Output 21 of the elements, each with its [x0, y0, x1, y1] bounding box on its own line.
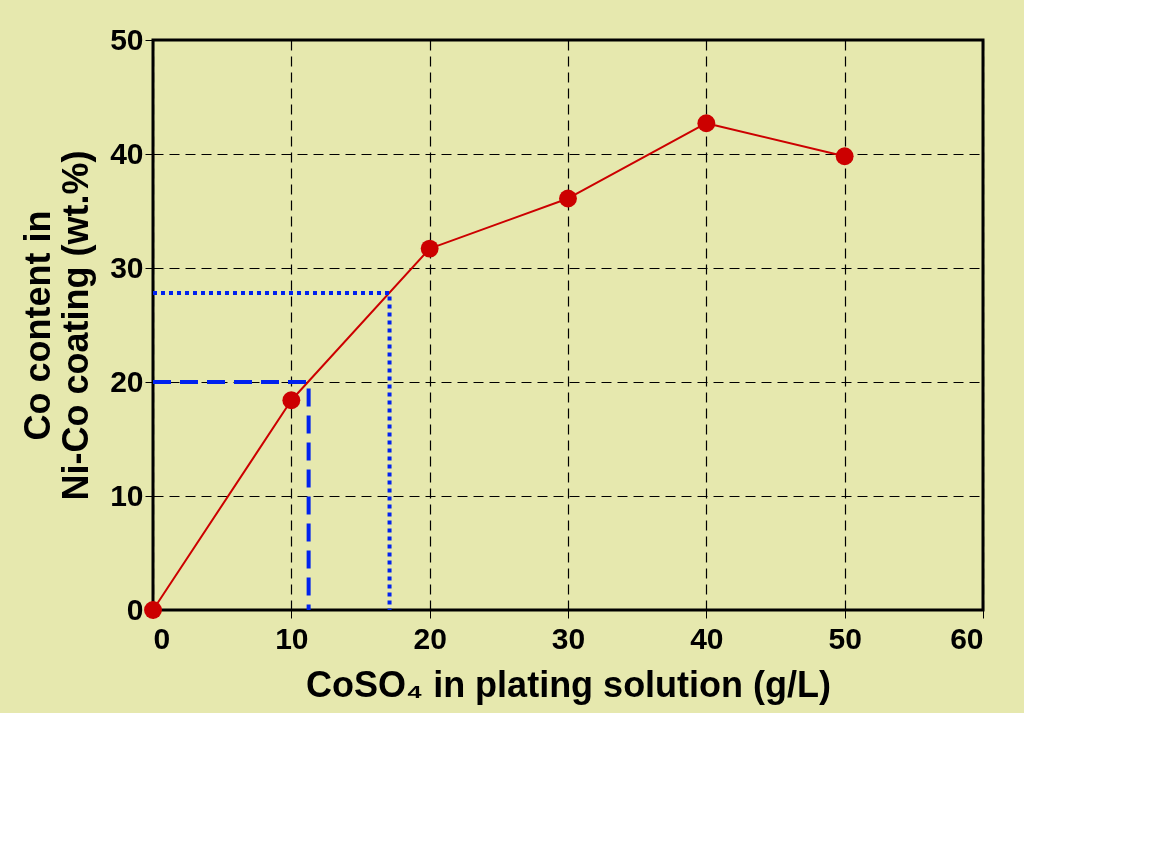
x-tick-label: 60 [950, 621, 984, 655]
point [282, 391, 301, 410]
point [697, 114, 716, 133]
point [420, 239, 439, 258]
y-tick-label: 10 [110, 478, 144, 512]
point [144, 601, 162, 619]
x-tick-label: 50 [828, 621, 862, 655]
y-axis-title: Co content in Ni-Co coating (wt.%) [17, 150, 97, 501]
y-tick-label: 50 [110, 22, 144, 56]
x-tick-label: 10 [275, 621, 309, 655]
x-tick-label: 0 [153, 621, 171, 655]
y-tick-label: 40 [110, 136, 144, 170]
x-tick-label: 40 [690, 621, 724, 655]
y-tick-label: 30 [110, 250, 144, 284]
x-axis-title: CoSO₄ in plating solution (g/L) [305, 663, 832, 705]
point [559, 189, 577, 208]
point [835, 147, 854, 166]
y-tick-label: 0 [126, 592, 144, 626]
x-tick-label: 30 [551, 621, 586, 655]
y-tick-label: 20 [110, 364, 144, 398]
x-tick-label: 20 [413, 621, 447, 655]
